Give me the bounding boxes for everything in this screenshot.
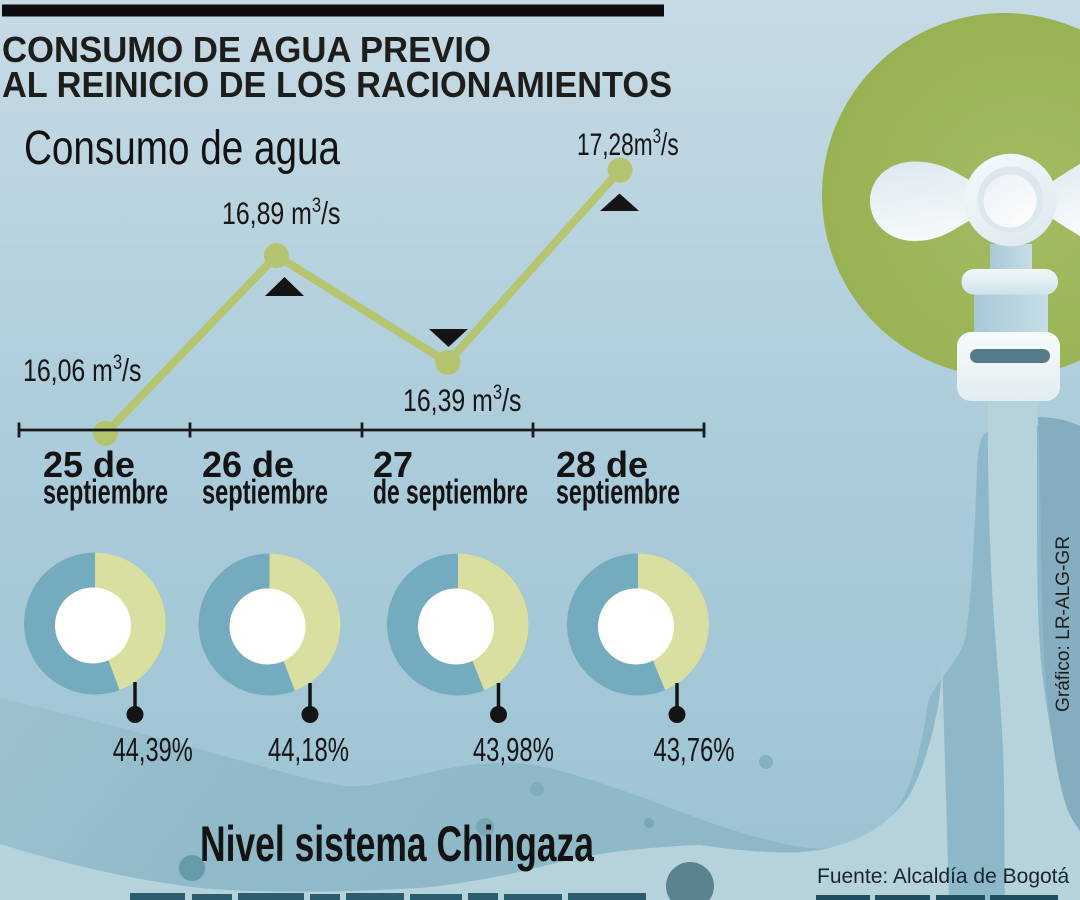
svg-text:26 de: 26 de [202, 444, 294, 485]
svg-text:27: 27 [373, 444, 413, 485]
svg-text:43,76%: 43,76% [654, 731, 735, 768]
svg-text:17,28m3/s: 17,28m3/s [577, 123, 679, 161]
svg-text:Gráfico: LR-ALG-GR: Gráfico: LR-ALG-GR [1052, 536, 1074, 712]
svg-text:AL REINICIO DE LOS RACIONAMIEN: AL REINICIO DE LOS RACIONAMIENTOS [2, 64, 672, 105]
svg-text:44,39%: 44,39% [113, 731, 193, 768]
svg-text:septiembre: septiembre [556, 474, 680, 512]
svg-text:CONSUMO DE AGUA PREVIO: CONSUMO DE AGUA PREVIO [2, 29, 491, 70]
svg-text:25 de: 25 de [43, 444, 135, 485]
svg-text:Nivel sistema Chingaza: Nivel sistema Chingaza [200, 816, 595, 872]
svg-text:16,39 m3/s: 16,39 m3/s [403, 381, 521, 419]
svg-text:Consumo de agua: Consumo de agua [24, 121, 340, 175]
svg-text:de septiembre: de septiembre [373, 474, 528, 512]
svg-text:septiembre: septiembre [202, 474, 328, 512]
svg-text:septiembre: septiembre [43, 474, 168, 512]
svg-text:16,06 m3/s: 16,06 m3/s [23, 351, 141, 389]
svg-text:16,89 m3/s: 16,89 m3/s [222, 194, 340, 232]
svg-text:Fuente: Alcaldía de Bogotá: Fuente: Alcaldía de Bogotá [817, 865, 1070, 888]
svg-text:28 de: 28 de [556, 444, 648, 485]
svg-text:44,18%: 44,18% [268, 731, 349, 768]
svg-text:43,98%: 43,98% [473, 731, 554, 768]
